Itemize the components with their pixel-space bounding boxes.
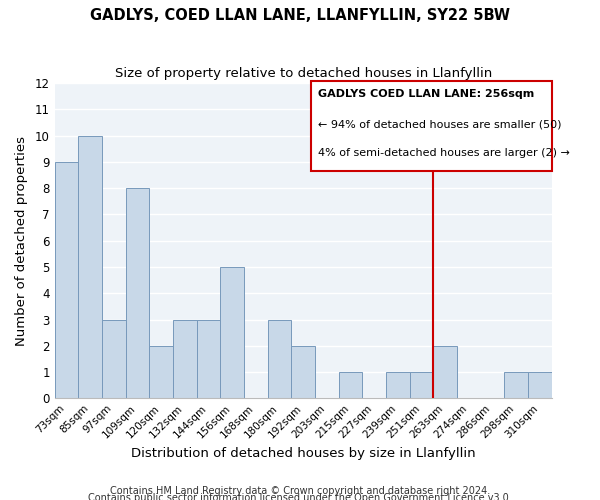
Bar bbox=[386, 372, 410, 398]
Text: GADLYS, COED LLAN LANE, LLANFYLLIN, SY22 5BW: GADLYS, COED LLAN LANE, LLANFYLLIN, SY22… bbox=[90, 8, 510, 22]
Text: Contains public sector information licensed under the Open Government Licence v3: Contains public sector information licen… bbox=[88, 493, 512, 500]
Bar bbox=[292, 346, 315, 399]
Text: 4% of semi-detached houses are larger (2) →: 4% of semi-detached houses are larger (2… bbox=[318, 148, 570, 158]
Bar bbox=[410, 372, 433, 398]
Bar bbox=[79, 136, 102, 398]
X-axis label: Distribution of detached houses by size in Llanfyllin: Distribution of detached houses by size … bbox=[131, 447, 476, 460]
Bar bbox=[505, 372, 528, 398]
Bar bbox=[55, 162, 79, 398]
Bar bbox=[339, 372, 362, 398]
Bar bbox=[173, 320, 197, 398]
Title: Size of property relative to detached houses in Llanfyllin: Size of property relative to detached ho… bbox=[115, 68, 492, 80]
Bar bbox=[220, 267, 244, 398]
Bar bbox=[102, 320, 126, 398]
Bar bbox=[268, 320, 292, 398]
Bar bbox=[433, 346, 457, 399]
Text: ← 94% of detached houses are smaller (50): ← 94% of detached houses are smaller (50… bbox=[318, 120, 562, 130]
Text: Contains HM Land Registry data © Crown copyright and database right 2024.: Contains HM Land Registry data © Crown c… bbox=[110, 486, 490, 496]
Bar bbox=[126, 188, 149, 398]
Y-axis label: Number of detached properties: Number of detached properties bbox=[15, 136, 28, 346]
Bar bbox=[197, 320, 220, 398]
FancyBboxPatch shape bbox=[311, 82, 551, 172]
Bar bbox=[528, 372, 551, 398]
Bar bbox=[149, 346, 173, 399]
Text: GADLYS COED LLAN LANE: 256sqm: GADLYS COED LLAN LANE: 256sqm bbox=[318, 90, 535, 100]
